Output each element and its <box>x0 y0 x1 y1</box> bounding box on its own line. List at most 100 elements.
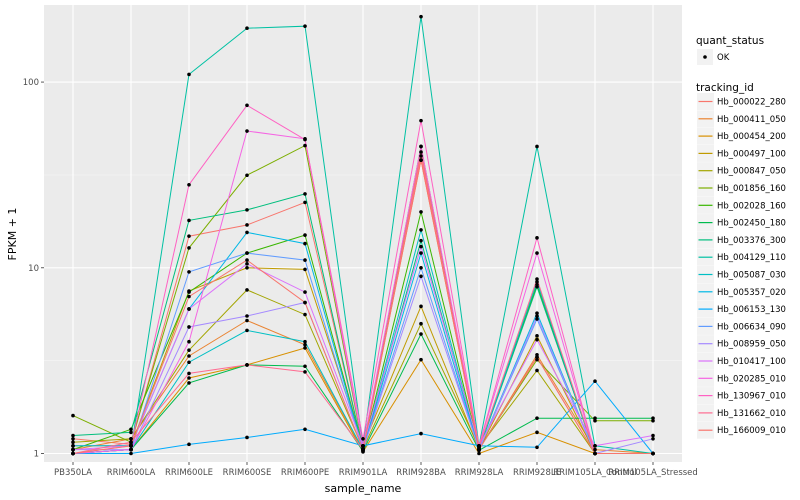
data-point <box>419 158 423 162</box>
legend-label: Hb_000454_200 <box>717 132 786 142</box>
data-point <box>419 14 423 19</box>
data-point <box>129 444 133 448</box>
data-point <box>303 300 307 305</box>
data-point <box>303 370 307 374</box>
x-tick-label: RRIM928LE <box>513 468 561 478</box>
data-point <box>419 304 423 309</box>
data-point <box>535 317 539 321</box>
data-point <box>303 137 307 142</box>
data-point <box>651 451 655 456</box>
data-point <box>245 208 249 212</box>
data-point <box>535 277 539 281</box>
data-point <box>303 339 307 344</box>
data-point <box>419 150 423 154</box>
data-point <box>187 348 191 352</box>
data-point <box>419 144 423 149</box>
x-tick-label: RRIM600LE <box>165 468 213 478</box>
data-point <box>245 258 249 262</box>
data-point <box>477 451 481 456</box>
data-point <box>245 262 249 266</box>
y-tick-label: 1 <box>34 450 39 460</box>
data-point <box>187 339 191 344</box>
data-point <box>129 427 133 432</box>
data-point <box>303 24 307 28</box>
legend-label: Hb_008959_050 <box>717 340 786 350</box>
data-point <box>535 416 539 420</box>
x-tick-label: RRIM600LA <box>107 468 156 478</box>
legend-label: Hb_000497_100 <box>717 149 786 159</box>
legend-label: Hb_000411_050 <box>717 115 786 125</box>
data-point <box>535 251 539 255</box>
data-point <box>187 218 191 223</box>
data-point <box>187 354 191 358</box>
data-point <box>419 228 423 232</box>
data-point <box>593 451 597 456</box>
data-point <box>245 129 249 133</box>
y-tick-label: 100 <box>23 78 39 88</box>
data-point <box>245 103 249 108</box>
y-tick-label: 10 <box>28 264 39 274</box>
x-tick-label: RRIM928BA <box>396 468 446 478</box>
data-point <box>303 200 307 205</box>
data-point <box>71 444 75 448</box>
x-axis: PB350LA RRIM600LA RRIM600LE RRIM600SE RRIM60… <box>54 462 698 478</box>
data-point <box>303 143 307 148</box>
data-point <box>71 451 75 456</box>
x-axis-title: sample_name <box>325 482 402 495</box>
data-point <box>187 376 191 380</box>
data-point <box>129 436 133 441</box>
data-point <box>245 173 249 178</box>
data-point <box>245 288 249 292</box>
legend-label: Hb_005357_020 <box>717 288 786 298</box>
legend-point-glyph <box>703 55 707 59</box>
data-point <box>245 363 249 367</box>
legend-label: Hb_130967_010 <box>717 392 786 402</box>
data-point <box>419 244 423 249</box>
data-point <box>593 418 597 423</box>
data-point <box>187 325 191 329</box>
data-point <box>535 430 539 435</box>
data-point <box>129 440 133 445</box>
data-point <box>187 182 191 187</box>
data-point <box>535 368 539 373</box>
data-point <box>535 284 539 289</box>
data-point <box>535 357 539 362</box>
legend-label: Hb_131662_010 <box>717 409 786 419</box>
data-point <box>419 265 423 270</box>
data-point <box>535 314 539 318</box>
data-point <box>129 451 133 456</box>
data-point <box>303 241 307 246</box>
legend-label: Hb_002028_160 <box>717 201 786 211</box>
data-point <box>245 314 249 318</box>
data-point <box>419 274 423 279</box>
data-point <box>651 433 655 438</box>
legend-label: Hb_002450_180 <box>717 219 786 229</box>
data-point <box>303 346 307 350</box>
data-point <box>245 318 249 323</box>
data-point <box>71 413 75 418</box>
data-point <box>187 290 191 294</box>
data-point <box>71 440 75 445</box>
data-point <box>71 447 75 452</box>
data-point <box>535 236 539 240</box>
legend: quant_status OK tracking_id Hb_000022_28… <box>696 35 786 439</box>
data-point <box>477 447 481 452</box>
data-point <box>303 267 307 272</box>
data-point <box>303 312 307 317</box>
data-point <box>71 433 75 438</box>
data-point <box>303 233 307 237</box>
data-point <box>593 447 597 452</box>
data-point <box>187 371 191 376</box>
legend-label: Hb_010417_100 <box>717 357 786 367</box>
quant-status-legend-items: OK <box>697 49 730 65</box>
data-point <box>419 332 423 336</box>
data-point <box>535 144 539 149</box>
data-point <box>303 290 307 294</box>
data-point <box>245 265 249 270</box>
data-point <box>245 435 249 440</box>
y-axis: 1 10 100 <box>23 78 44 460</box>
data-point <box>419 251 423 255</box>
data-point <box>187 294 191 299</box>
data-point <box>535 334 539 338</box>
